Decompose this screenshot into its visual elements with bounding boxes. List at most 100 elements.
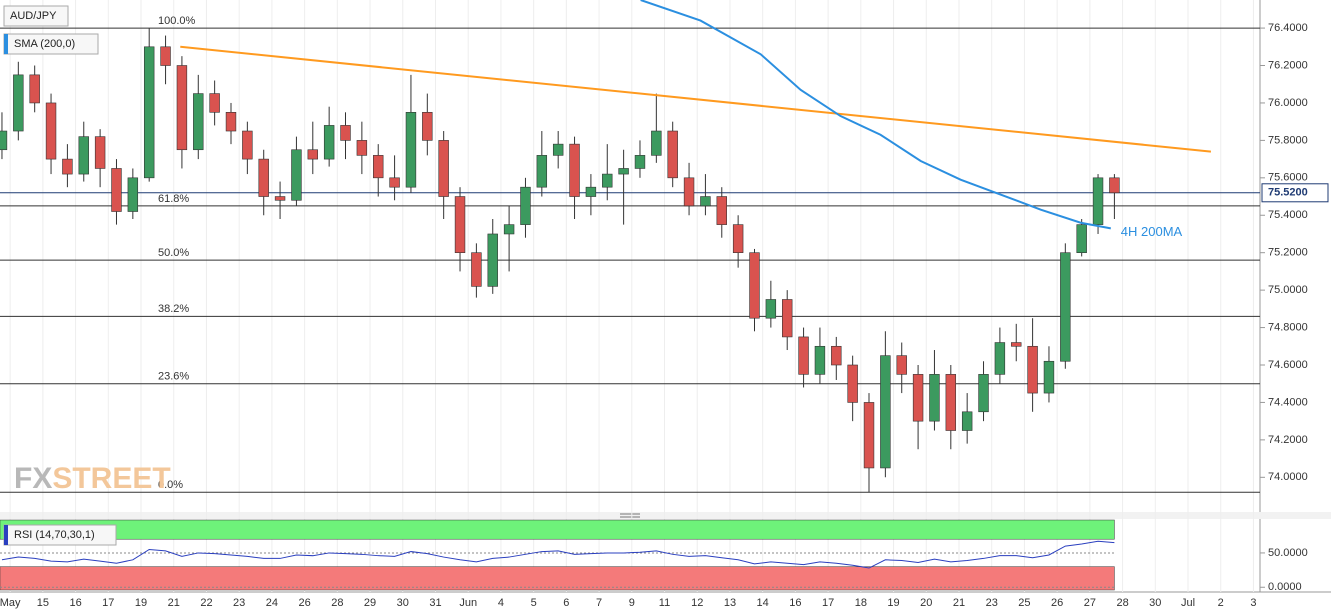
- candle-body: [929, 374, 940, 422]
- fib-label: 100.0%: [158, 15, 196, 27]
- symbol-label: AUD/JPY: [10, 10, 57, 22]
- candle-body: [438, 140, 449, 197]
- candle-body: [1043, 360, 1055, 394]
- x-tick-label: 4: [498, 597, 504, 609]
- candle-body: [765, 299, 777, 319]
- y-tick-label: 74.6000: [1268, 359, 1308, 371]
- candle-body: [798, 336, 809, 375]
- x-tick-label: 26: [1051, 597, 1063, 609]
- candle-body: [585, 186, 597, 197]
- x-tick-label: 25: [1018, 597, 1030, 609]
- y-tick-label: 75.6000: [1268, 172, 1308, 184]
- rsi-swatch: [4, 525, 8, 545]
- x-tick-label: 13: [724, 597, 736, 609]
- candle-body: [618, 168, 629, 175]
- x-tick-label: 29: [364, 597, 376, 609]
- x-tick-label: 30: [397, 597, 409, 609]
- candle-body: [78, 136, 89, 175]
- x-tick-label: 12: [691, 597, 703, 609]
- x-tick-label: 11: [659, 597, 670, 609]
- candle-body: [258, 158, 269, 197]
- x-tick-label: 16: [69, 597, 81, 609]
- x-tick-label: 2: [1218, 597, 1224, 609]
- candle-body: [945, 374, 957, 431]
- candle-body: [847, 364, 858, 403]
- x-tick-label: 23: [986, 597, 998, 609]
- candle-body: [667, 130, 678, 179]
- candle-body: [127, 177, 139, 212]
- candle-body: [176, 65, 188, 151]
- candle-body: [896, 355, 907, 375]
- fib-label: 61.8%: [158, 193, 189, 205]
- rsi-line: [1, 540, 1115, 569]
- candle-body: [732, 224, 744, 253]
- candle-body: [454, 196, 466, 253]
- y-tick-label: 75.2000: [1268, 247, 1308, 259]
- candle-body: [323, 125, 335, 160]
- x-tick-label: 7: [596, 597, 602, 609]
- watermark: FXSTREET: [14, 462, 171, 495]
- candle-body: [29, 74, 40, 104]
- y-tick-label: 75.8000: [1268, 134, 1308, 146]
- y-tick-label: 76.0000: [1268, 97, 1308, 109]
- candle-body: [13, 74, 24, 132]
- candle-body: [716, 196, 727, 225]
- x-tick-label: 18: [855, 597, 867, 609]
- candle-body: [1027, 345, 1038, 394]
- candle-body: [634, 155, 646, 169]
- x-tick-label: 30: [1149, 597, 1161, 609]
- candle-body: [503, 224, 515, 235]
- x-tick-label: 17: [102, 597, 114, 609]
- x-tick-label: 21: [953, 597, 965, 609]
- y-tick-label: 76.4000: [1268, 22, 1308, 34]
- candle-body: [291, 149, 302, 201]
- x-tick-label: 5: [531, 597, 537, 609]
- candle-body: [552, 143, 564, 156]
- candle-body: [978, 374, 989, 413]
- sma-line: [640, 0, 1111, 230]
- candle-body: [700, 196, 711, 207]
- trendline: [180, 45, 1212, 153]
- candle-body: [1109, 177, 1120, 194]
- legend-label: SMA (200,0): [14, 38, 75, 50]
- x-tick-label: 23: [233, 597, 245, 609]
- rsi-tick-label: 50.0000: [1268, 547, 1308, 559]
- y-tick-label: 75.4000: [1268, 209, 1308, 221]
- x-tick-label: Jul: [1181, 597, 1195, 609]
- x-tick-label: 6: [563, 597, 569, 609]
- candle-body: [0, 130, 8, 151]
- candle-body: [242, 130, 253, 160]
- last-price-label: 75.5200: [1268, 187, 1308, 199]
- candle-body: [1092, 177, 1104, 225]
- x-tick-label: 24: [266, 597, 278, 609]
- candle-body: [160, 46, 171, 66]
- x-tick-label: 17: [822, 597, 834, 609]
- candle-body: [880, 355, 891, 469]
- candle-body: [814, 345, 826, 375]
- rsi-tick-label: 0.0000: [1268, 581, 1302, 593]
- x-tick-label: 26: [298, 597, 310, 609]
- x-tick-label: 15: [37, 597, 49, 609]
- candle-body: [274, 196, 286, 201]
- candle-body: [782, 299, 793, 338]
- sma-annotation: 4H 200MA: [1121, 224, 1183, 239]
- last-price-box: [1261, 183, 1329, 203]
- candle-body: [307, 149, 318, 160]
- y-tick-label: 74.4000: [1268, 396, 1308, 408]
- x-tick-label: 27: [1084, 597, 1096, 609]
- candle-body: [45, 102, 57, 160]
- x-tick-label: 22: [200, 597, 212, 609]
- candle-body: [143, 46, 155, 179]
- candle-body: [94, 136, 106, 169]
- candle-body: [225, 112, 237, 132]
- candle-body: [1060, 252, 1071, 362]
- candle-body: [340, 125, 351, 141]
- candle-body: [683, 177, 695, 207]
- y-tick-label: 74.2000: [1268, 434, 1308, 446]
- rsi-oversold-band: [0, 566, 1115, 591]
- candle-body: [602, 173, 613, 188]
- candle-body: [111, 168, 122, 212]
- candle-body: [487, 233, 498, 287]
- candle-body: [961, 411, 973, 431]
